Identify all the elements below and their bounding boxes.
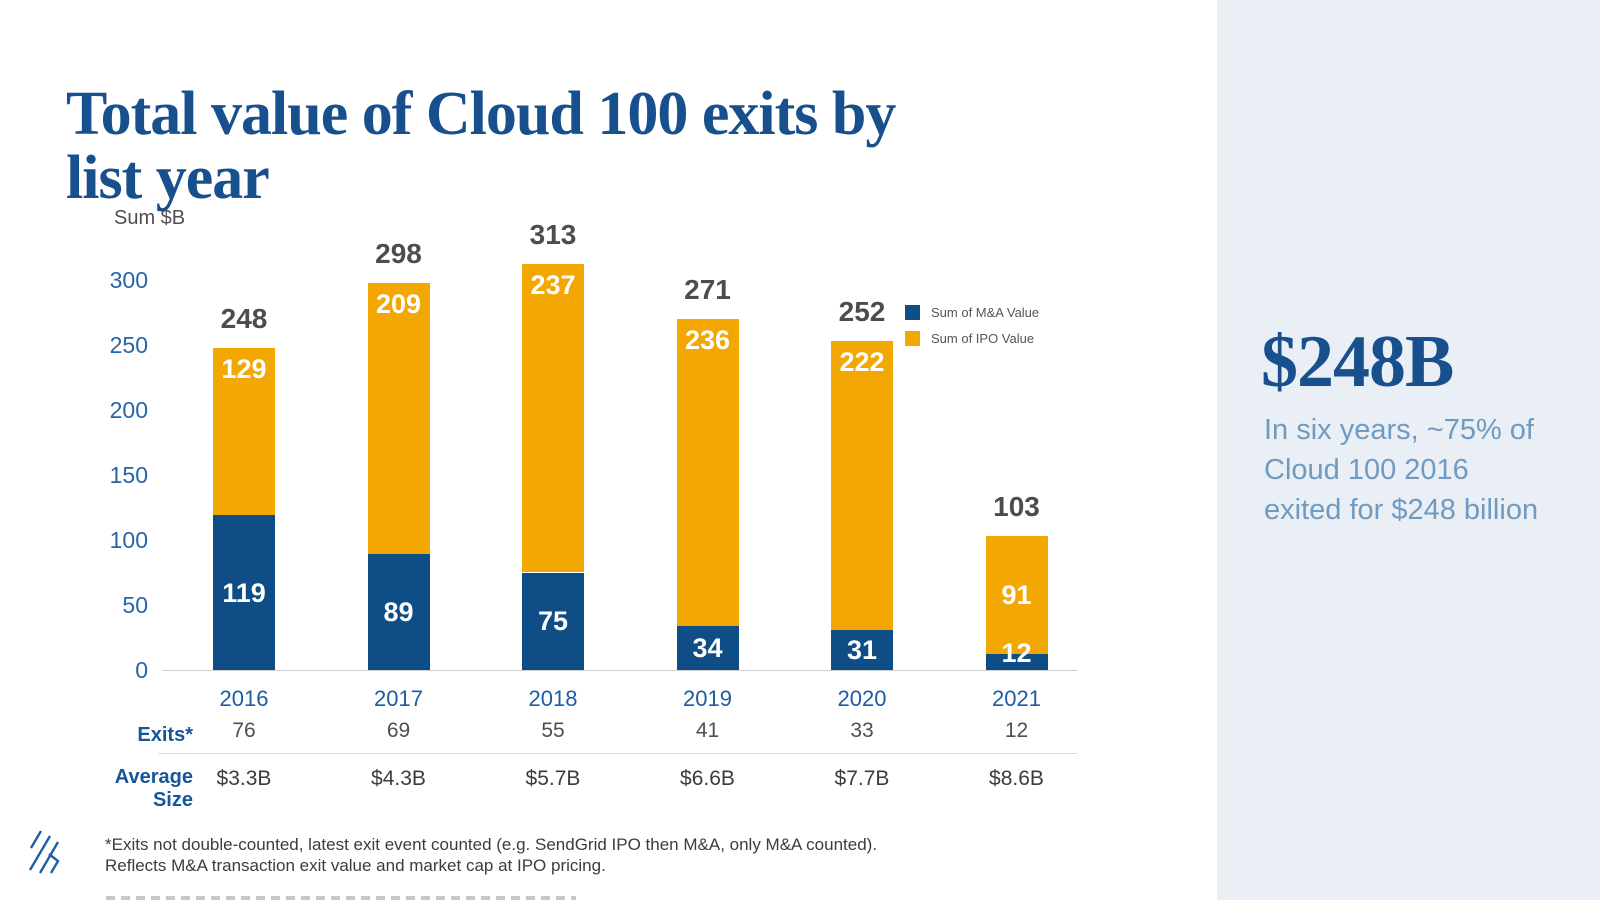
exits-value-2021: 12 (1004, 719, 1029, 742)
average-size-value-2019: $6.6B (680, 767, 735, 790)
x-axis-label-2019: 2019 (683, 686, 732, 711)
bar-2019-ma-label: 34 (692, 632, 723, 663)
bar-2018-ma-segment (522, 572, 584, 670)
bar-2016-ipo-label: 129 (221, 353, 267, 384)
highlight-stat: $248B (1261, 321, 1454, 403)
y-tick-150: 150 (109, 462, 148, 488)
footnote-line-1: *Exits not double-counted, latest exit e… (105, 835, 878, 854)
bar-2019-ipo-segment (676, 319, 739, 626)
bar-2018-ipo-label: 237 (530, 270, 576, 301)
exits-value-2019: 41 (695, 719, 720, 742)
average-size-value-2018: $5.7B (525, 767, 581, 790)
bar-2017-ipo-label: 209 (375, 288, 422, 319)
y-axis-title: Sum $B (114, 207, 186, 229)
y-tick-200: 200 (109, 397, 148, 423)
legend-label: Sum of M&A Value (931, 305, 1040, 320)
bar-2016-ma-segment (213, 515, 275, 670)
bar-2018-ma-label: 75 (537, 606, 569, 637)
bar-2017-ipo-segment (367, 282, 430, 555)
x-axis-line (162, 670, 1077, 671)
average-size-value-2020: $7.7B (834, 767, 890, 790)
table-separator-line (158, 753, 1077, 754)
y-tick-300: 300 (109, 267, 148, 293)
footnote: *Exits not double-counted, latest exit e… (105, 834, 1005, 876)
bar-2018-total-label: 313 (529, 219, 577, 251)
bar-2020-ipo-segment (831, 341, 893, 630)
bar-2017-total-label: 298 (375, 237, 422, 269)
legend-item: Sum of IPO Value (905, 329, 1039, 348)
x-axis-label-2016: 2016 (219, 686, 269, 711)
bar-2021-ma-segment (985, 654, 1048, 670)
x-axis-label-2020: 2020 (837, 686, 887, 711)
bar-2016-ma-label: 119 (222, 577, 266, 608)
bar-2019-ipo-label: 236 (684, 325, 731, 355)
legend-swatch-icon (905, 331, 920, 346)
y-tick-0: 0 (135, 657, 148, 683)
average-size-value-2017: $4.3B (371, 767, 426, 790)
bar-2019-ma-segment (676, 625, 739, 670)
bar-2020-ma-segment (831, 629, 893, 670)
bar-2020-ipo-label: 222 (839, 347, 885, 378)
brand-logo-icon (28, 830, 60, 874)
average-size-value-2021: $8.6B (989, 767, 1044, 790)
bar-2016-total-label: 248 (220, 302, 268, 334)
bar-2016-ipo-segment (213, 347, 275, 516)
bar-2021-ma-label: 12 (1001, 638, 1032, 669)
bar-2021-ipo-segment (985, 536, 1048, 655)
page-title: Total value of Cloud 100 exits by list y… (66, 82, 1186, 210)
x-axis-label-2018: 2018 (528, 686, 578, 711)
y-tick-50: 50 (122, 592, 148, 618)
bar-2019-total-label: 271 (684, 274, 731, 305)
bar-2017-ma-segment (367, 554, 430, 670)
footnote-cropped-text-line (106, 896, 576, 900)
x-axis-label-2017: 2017 (374, 686, 423, 711)
exits-row-label: Exits* (137, 724, 193, 746)
exits-value-2017: 69 (386, 719, 411, 742)
exits-value-2020: 33 (850, 719, 874, 742)
highlight-description: In six years, ~75% of Cloud 100 2016 exi… (1264, 414, 1539, 526)
bar-2018-ipo-segment (522, 264, 584, 573)
bar-2020-ma-label: 31 (846, 634, 878, 665)
average-size-value-2016: $3.3B (216, 767, 272, 790)
page-title-line-2: list year (66, 143, 270, 212)
average-size-row-label: Average Size (114, 766, 193, 811)
bar-2017-ma-label: 89 (383, 597, 414, 628)
highlight-panel: $248B In six years, ~75% of Cloud 100 20… (1217, 0, 1600, 900)
y-tick-250: 250 (109, 332, 148, 358)
exits-value-2016: 76 (232, 719, 256, 742)
legend-swatch-icon (905, 305, 920, 320)
page-title-line-1: Total value of Cloud 100 exits by (66, 79, 896, 148)
legend-item: Sum of M&A Value (905, 303, 1039, 322)
bar-2021-total-label: 103 (993, 491, 1040, 523)
x-axis-label-2021: 2021 (992, 686, 1041, 711)
chart-legend: Sum of M&A Value Sum of IPO Value (905, 303, 1039, 355)
chart: Sum $B Exits* Average Size Sum of M&A Va… (100, 195, 1110, 895)
y-tick-100: 100 (109, 527, 148, 553)
legend-label: Sum of IPO Value (931, 331, 1035, 346)
bar-2020-total-label: 252 (838, 296, 886, 328)
footnote-line-2: Reflects M&A transaction exit value and … (105, 856, 606, 875)
exits-value-2018: 55 (541, 719, 565, 742)
bar-2021-ipo-label: 91 (1001, 580, 1032, 611)
